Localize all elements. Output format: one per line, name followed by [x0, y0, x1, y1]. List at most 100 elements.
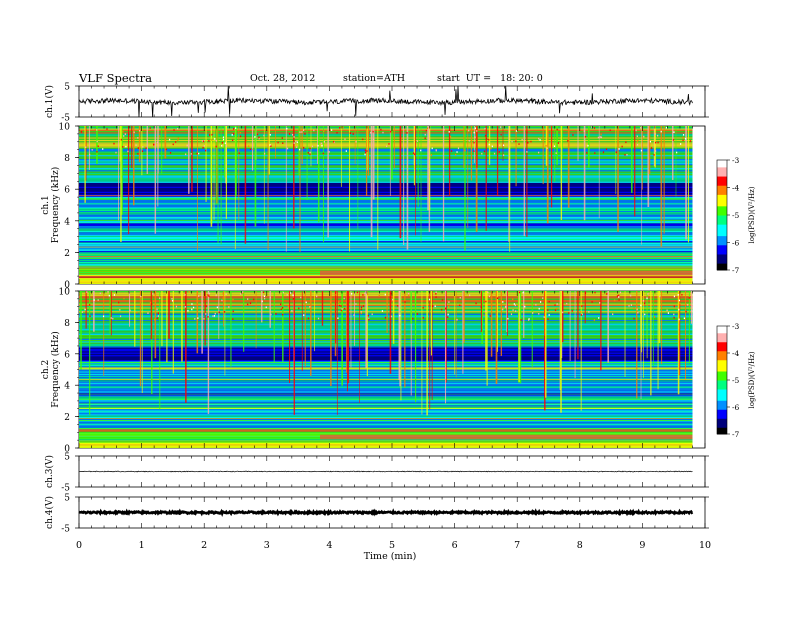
ch1-hot-pixel: [165, 148, 167, 151]
ch1-hot-pixel: [258, 136, 260, 139]
ch1-hot-pixel: [430, 154, 433, 156]
ch2-spectral-band: [79, 357, 693, 359]
ch1-hot-pixel: [175, 141, 177, 143]
ch2-hot-pixel: [468, 294, 471, 297]
ch2-colorbar-tick-label: -6: [732, 403, 740, 412]
ch2-colorbar-segment: [717, 389, 727, 392]
ch1-ytick-label: 4: [64, 217, 70, 227]
ch2-hot-pixel: [483, 314, 485, 317]
ch1-hot-pixel: [196, 152, 198, 155]
ch2-spectral-band: [79, 309, 693, 312]
ch2-hot-pixel: [317, 317, 320, 320]
ch2-spectral-band: [79, 341, 693, 343]
ch1-hot-pixel: [169, 151, 172, 154]
ch2-hot-pixel: [97, 299, 99, 301]
ch1-spectral-band: [79, 251, 693, 253]
ch2-ytick-label: 10: [59, 288, 71, 298]
ch1-hot-pixel: [330, 129, 333, 131]
ch2-hot-pixel: [647, 293, 649, 295]
ch2-colorbar-segment: [717, 384, 727, 388]
ch1-ytick-label: -5: [61, 114, 70, 124]
ch2-hot-pixel: [222, 297, 224, 299]
ch2-spectral-band: [79, 337, 693, 339]
ch1-hot-pixel: [538, 137, 540, 140]
ch1-hot-pixel: [221, 141, 223, 144]
ch2-hot-pixel: [287, 305, 289, 308]
ch1-colorbar-segment: [717, 169, 727, 172]
ch2-spectral-band: [79, 311, 693, 313]
ch1-hot-pixel: [545, 145, 547, 147]
ch1-spectral-band: [79, 257, 693, 259]
ch2-hot-pixel: [502, 308, 504, 311]
figure-title: VLF Spectra: [79, 71, 153, 85]
ch1-hot-pixel: [293, 142, 295, 144]
ch2-spectral-band: [79, 395, 693, 397]
ch2-spectral-band: [79, 425, 693, 427]
ch2-spectral-band: [79, 377, 693, 379]
ch1-colorbar-tick-label: -7: [732, 266, 740, 275]
ch1-colorbar-segment: [717, 240, 727, 243]
ch1-spectral-band: [79, 160, 693, 162]
ch1-hot-pixel: [225, 145, 227, 147]
ch1-hot-pixel: [123, 135, 125, 137]
xaxis-label: Time (min): [364, 551, 417, 562]
ch1-hot-pixel: [97, 145, 99, 148]
ch1-hot-pixel: [145, 147, 147, 149]
ch2-colorbar-segment: [717, 335, 727, 338]
ch2-hot-pixel: [581, 305, 583, 307]
ch1-colorbar-segment: [717, 171, 727, 175]
ch2-hot-pixel: [666, 309, 668, 312]
ch2-hot-pixel: [194, 318, 196, 320]
ch1-hot-pixel: [211, 138, 213, 141]
ch2-colorbar-segment: [717, 427, 727, 430]
ch1-hot-pixel: [424, 137, 426, 140]
ch2-hot-pixel: [441, 299, 444, 301]
ch2-hot-pixel: [305, 301, 307, 304]
ch2-hot-pixel: [547, 318, 549, 320]
ch2-hot-pixel: [630, 294, 632, 297]
ch1-spectral-band: [79, 248, 693, 250]
ch1-hot-pixel: [258, 137, 260, 140]
ch2-spectral-band: [79, 405, 693, 407]
ch1-hot-pixel: [333, 140, 335, 143]
ch2-hot-pixel: [673, 305, 675, 308]
ch2-hot-pixel: [208, 295, 210, 298]
ch2-hot-pixel: [441, 308, 443, 311]
ch1-spectral-band: [79, 141, 693, 143]
ch1-spectral-band: [79, 161, 693, 163]
ch2-colorbar-tick-label: -7: [732, 430, 740, 439]
ch1-channel-label: ch.1: [41, 195, 51, 214]
ch1-spectral-band: [79, 179, 693, 181]
ch1-spectral-band: [79, 177, 693, 180]
ch1-colorbar-segment: [717, 187, 727, 191]
ch1-hot-pixel: [209, 134, 211, 136]
ch1-hot-pixel: [474, 136, 476, 138]
ch1-hot-pixel: [96, 150, 98, 153]
ch2-colorbar-segment: [717, 395, 727, 399]
ch1-hot-pixel: [286, 147, 289, 150]
ch2-ytick-label: 4: [64, 382, 70, 392]
ch2-hot-pixel: [232, 310, 234, 313]
ch4-ytick-label: -5: [61, 525, 70, 535]
ch2-hot-pixel: [514, 304, 516, 307]
ch1-spectral-band: [79, 163, 693, 166]
ch2-hot-pixel: [208, 292, 211, 295]
ch1-hot-pixel: [643, 135, 645, 138]
ch2-hot-pixel: [335, 294, 337, 296]
ch1-hot-pixel: [364, 149, 366, 152]
ch2-colorbar-segment: [717, 407, 727, 410]
ch1-hot-pixel: [221, 144, 223, 147]
ch4-ylabel: ch.4(V): [44, 496, 55, 529]
ch2-hot-pixel: [240, 293, 242, 295]
ch1-hot-pixel: [483, 150, 486, 153]
ch2-spectral-band: [79, 294, 693, 297]
ch2-spectral-band: [79, 343, 693, 346]
ch1-spectral-band: [79, 151, 693, 153]
ch1-hot-pixel: [654, 141, 657, 144]
ch1-hot-pixel: [202, 146, 204, 149]
ch2-hot-pixel: [542, 297, 544, 299]
ch1-hot-pixel: [222, 136, 225, 139]
ch2-ylabel: Frequency (kHz): [50, 331, 61, 408]
ch2-hot-pixel: [212, 315, 214, 317]
